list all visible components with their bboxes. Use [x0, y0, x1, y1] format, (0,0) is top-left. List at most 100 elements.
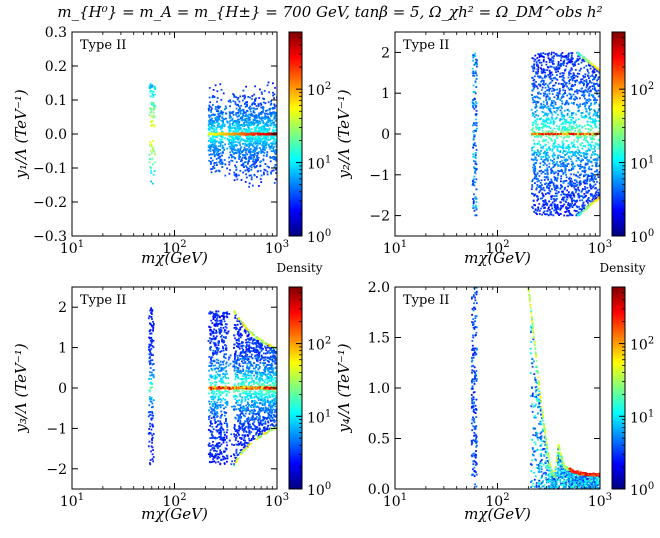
- data-point: [547, 66, 550, 69]
- colorbar-tick-exp: 2: [325, 81, 331, 92]
- data-point: [592, 131, 595, 134]
- data-point: [271, 170, 274, 172]
- data-point: [592, 120, 595, 123]
- data-point: [583, 204, 586, 207]
- data-point: [215, 161, 218, 164]
- data-point: [541, 197, 544, 200]
- data-point: [263, 149, 266, 152]
- data-point: [554, 188, 556, 191]
- data-point: [250, 124, 253, 127]
- data-point: [535, 85, 538, 88]
- data-point: [244, 111, 247, 114]
- dense-point: [230, 132, 233, 135]
- dense-point: [251, 132, 254, 135]
- data-point: [273, 138, 276, 141]
- data-point: [236, 125, 238, 128]
- data-point: [544, 113, 546, 116]
- data-point: [256, 156, 259, 158]
- data-point: [264, 118, 266, 120]
- data-point: [539, 92, 542, 95]
- data-point: [587, 174, 590, 176]
- data-point: [251, 114, 254, 116]
- data-point: [583, 56, 585, 59]
- data-point: [232, 146, 235, 149]
- data-point: [572, 125, 575, 128]
- data-point: [567, 182, 570, 185]
- data-point: [559, 161, 562, 163]
- data-point: [536, 153, 538, 156]
- data-point: [239, 110, 242, 112]
- data-point: [584, 145, 586, 147]
- data-point: [245, 165, 247, 167]
- data-point: [543, 94, 545, 97]
- data-point: [246, 115, 249, 117]
- data-point: [560, 146, 562, 149]
- data-point: [585, 190, 588, 193]
- data-point: [232, 141, 235, 144]
- data-point: [541, 205, 544, 208]
- data-point: [586, 176, 589, 179]
- data-point: [578, 195, 580, 197]
- data-point: [562, 117, 565, 119]
- data-point: [214, 143, 216, 145]
- data-point: [212, 139, 214, 141]
- data-point: [566, 112, 569, 115]
- data-point: [571, 84, 574, 86]
- data-point: [553, 209, 556, 212]
- data-point: [589, 104, 592, 107]
- data-point: [594, 192, 597, 195]
- data-point: [221, 154, 223, 157]
- data-point: [545, 201, 547, 204]
- data-point: [254, 139, 257, 141]
- data-point: [593, 109, 595, 111]
- data-point: [538, 83, 540, 86]
- data-point: [275, 138, 277, 141]
- data-point: [535, 126, 537, 128]
- data-point: [475, 86, 478, 88]
- data-point: [153, 170, 156, 173]
- data-point: [243, 357, 245, 359]
- data-point: [565, 62, 568, 65]
- data-point: [596, 111, 599, 114]
- data-point: [593, 103, 596, 105]
- data-point: [593, 68, 595, 71]
- data-point: [543, 152, 546, 154]
- data-point: [555, 189, 558, 192]
- data-point: [251, 102, 254, 105]
- data-point: [550, 181, 553, 184]
- data-point: [585, 182, 588, 184]
- data-point: [258, 120, 261, 123]
- data-point: [595, 170, 598, 173]
- data-point: [264, 130, 267, 132]
- data-point: [589, 178, 592, 181]
- data-point: [268, 108, 271, 111]
- data-point: [218, 152, 220, 155]
- data-point: [245, 426, 247, 428]
- data-point: [232, 124, 234, 127]
- data-point: [559, 187, 562, 190]
- data-point: [537, 70, 539, 73]
- dense-point: [217, 132, 220, 135]
- data-point: [554, 103, 557, 106]
- data-point: [257, 130, 260, 133]
- data-point: [589, 75, 592, 78]
- data-point: [270, 100, 272, 103]
- data-point: [259, 169, 262, 172]
- data-point: [557, 128, 559, 130]
- data-point: [541, 55, 544, 58]
- data-point: [560, 201, 562, 204]
- data-point: [533, 168, 535, 171]
- data-point: [215, 118, 217, 121]
- data-point: [554, 131, 557, 133]
- data-point: [542, 171, 544, 173]
- data-point: [555, 116, 558, 119]
- data-point: [581, 103, 584, 105]
- data-point: [578, 89, 581, 92]
- data-point: [210, 168, 212, 171]
- data-point: [594, 187, 596, 190]
- data-point: [589, 204, 592, 207]
- dense-point: [574, 133, 576, 135]
- data-point: [213, 167, 216, 169]
- data-point: [231, 140, 233, 143]
- data-point: [261, 119, 263, 122]
